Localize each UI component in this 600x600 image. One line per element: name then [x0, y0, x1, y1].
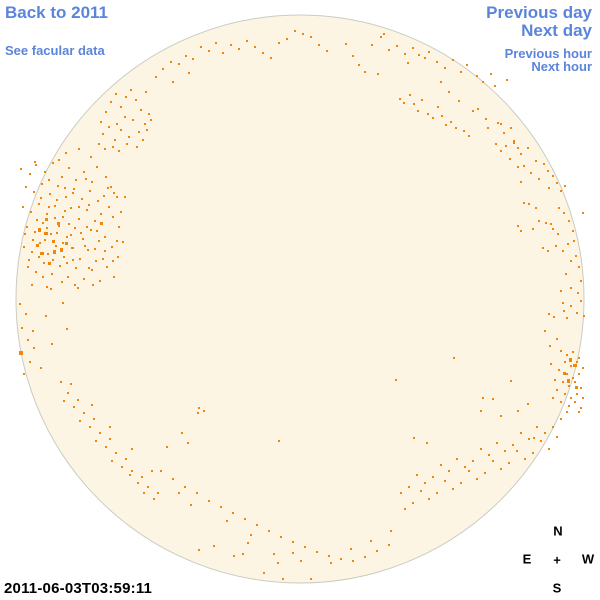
observation-timestamp: 2011-06-03T03:59:11 — [4, 580, 153, 597]
next-day-link[interactable]: Next day — [521, 21, 592, 40]
previous-hour-link[interactable]: Previous hour — [504, 46, 592, 61]
see-facular-data-link[interactable]: See facular data — [5, 43, 105, 58]
solar-disk — [15, 14, 585, 584]
compass-west-label: W — [581, 551, 595, 567]
compass-east-label: E — [522, 551, 532, 567]
faculae-dots — [19, 30, 585, 580]
previous-day-link[interactable]: Previous day — [486, 3, 592, 22]
compass-south-label: S — [552, 580, 562, 596]
compass-north-label: N — [553, 523, 563, 539]
compass-center-cross: + — [553, 552, 561, 568]
day-navigation: Previous day Next day — [486, 4, 592, 40]
hour-navigation: Previous hour Next hour — [505, 47, 592, 73]
next-hour-link[interactable]: Next hour — [531, 59, 592, 74]
back-to-year-link[interactable]: Back to 2011 — [5, 3, 109, 22]
